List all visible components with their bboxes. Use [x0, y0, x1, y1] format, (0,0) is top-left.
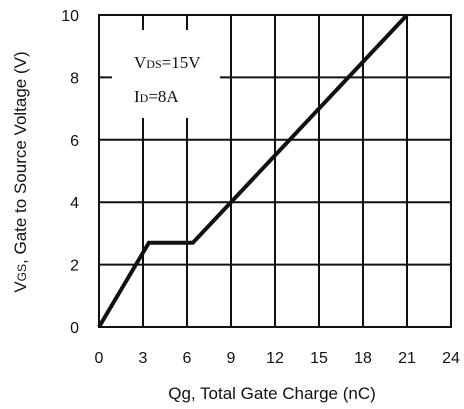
x-tick-label: 6 — [183, 350, 192, 367]
y-tick-label: 8 — [70, 70, 79, 87]
plot-border — [98, 14, 452, 328]
plot-frame — [98, 14, 452, 328]
annotation-background — [112, 30, 220, 118]
annotation-box: VDS=15V ID=8A — [112, 30, 220, 118]
annotation-vds: VDS=15V — [134, 53, 201, 72]
x-tick-label: 15 — [310, 350, 328, 367]
y-axis-title: VGS, Gate to Source Voltage (V) — [11, 51, 30, 292]
x-tick-label: 3 — [139, 350, 148, 367]
y-tick-label: 0 — [70, 320, 79, 337]
y-tick-labels: 0 2 4 6 8 10 — [61, 8, 79, 337]
annotation-id: ID=8A — [134, 87, 179, 106]
x-tick-label: 9 — [227, 350, 236, 367]
x-tick-label: 24 — [442, 350, 460, 367]
x-tick-labels: 0 3 6 9 12 15 18 21 24 — [95, 350, 460, 367]
series-layer — [97, 13, 409, 329]
x-tick-label: 0 — [95, 350, 104, 367]
x-tick-label: 18 — [354, 350, 372, 367]
y-tick-label: 4 — [70, 195, 79, 212]
y-tick-label: 2 — [70, 258, 79, 275]
series-line — [97, 13, 409, 329]
y-tick-label: 10 — [61, 8, 79, 25]
x-axis-title: Qg, Total Gate Charge (nC) — [168, 384, 376, 403]
y-tick-label: 6 — [70, 133, 79, 150]
x-tick-label: 21 — [398, 350, 416, 367]
x-tick-label: 12 — [266, 350, 284, 367]
